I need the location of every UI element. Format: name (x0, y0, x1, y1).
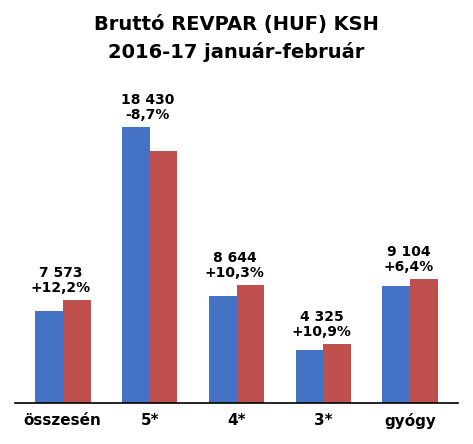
Bar (410, 279, 438, 403)
Text: 9 104: 9 104 (386, 245, 430, 259)
Bar (209, 296, 236, 403)
Bar (383, 286, 410, 403)
Text: +12,2%: +12,2% (31, 281, 91, 295)
Text: +10,3%: +10,3% (205, 266, 265, 280)
Bar (122, 127, 149, 403)
Text: 8 644: 8 644 (213, 251, 257, 265)
Bar (149, 151, 177, 403)
Title: Bruttó REVPAR (HUF) KSH
2016-17 január-február: Bruttó REVPAR (HUF) KSH 2016-17 január-f… (94, 15, 379, 62)
Text: 4 325: 4 325 (300, 310, 343, 324)
Bar (236, 285, 264, 403)
Bar (324, 344, 351, 403)
Bar (63, 300, 90, 403)
Text: +10,9%: +10,9% (292, 325, 351, 339)
Bar (296, 350, 324, 403)
Bar (35, 311, 63, 403)
Text: +6,4%: +6,4% (383, 260, 434, 274)
Text: 7 573: 7 573 (39, 266, 83, 280)
Text: 18 430: 18 430 (121, 93, 175, 107)
Text: -8,7%: -8,7% (126, 108, 170, 122)
